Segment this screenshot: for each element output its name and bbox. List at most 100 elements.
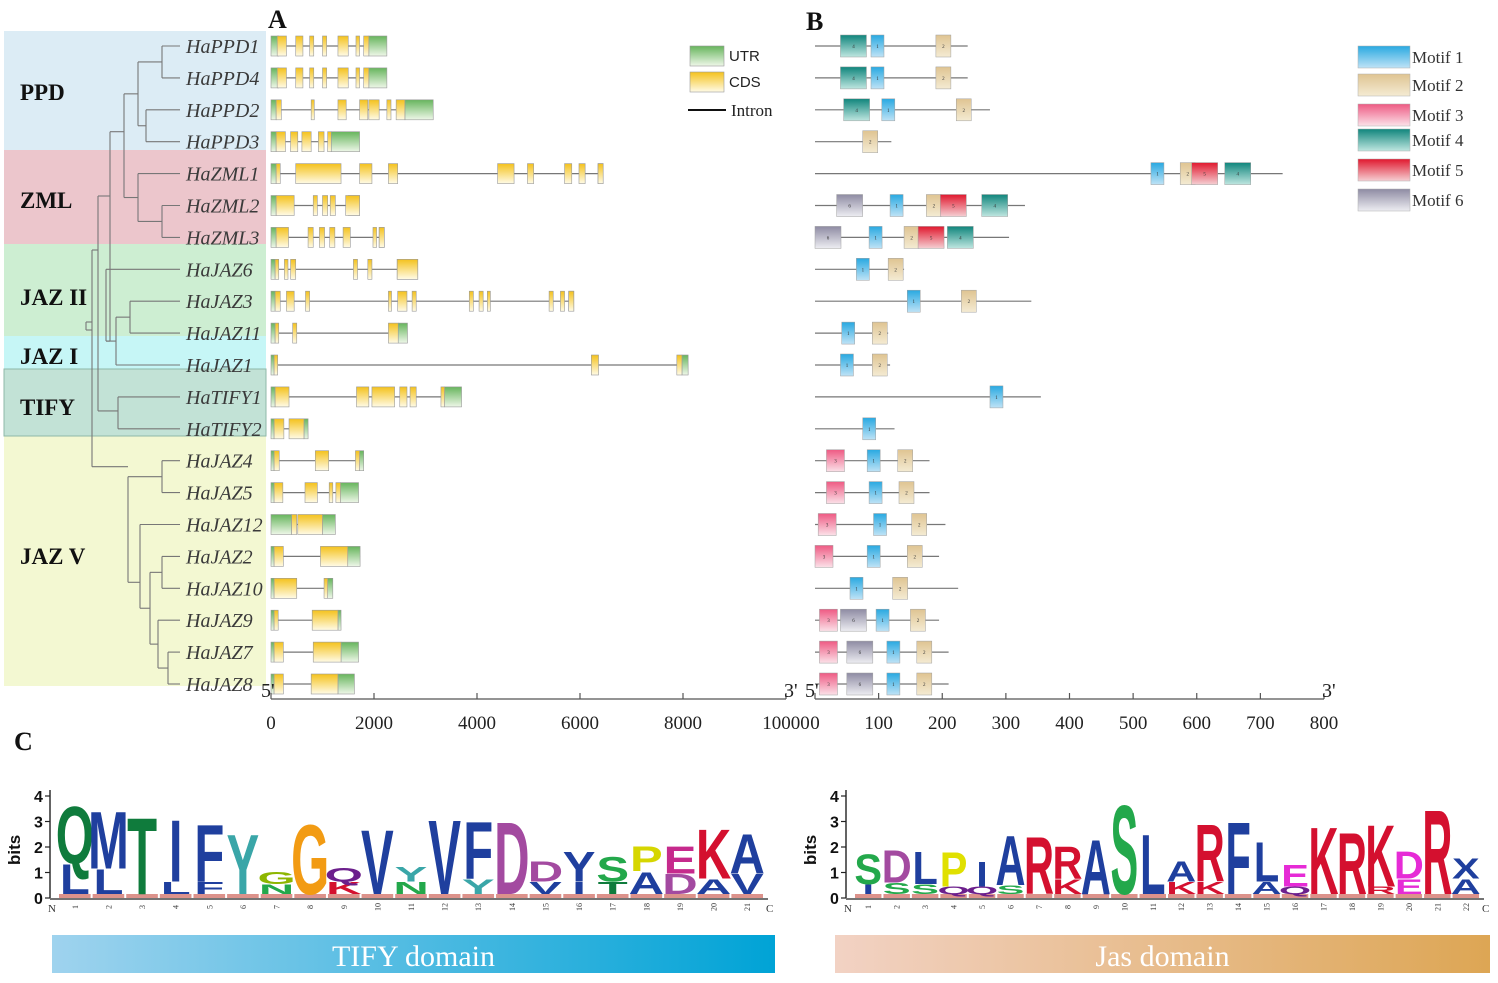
gene-structure	[270, 258, 419, 280]
axis-tick-label: 400	[1055, 713, 1084, 734]
gene-name: HaJAZ9	[185, 610, 253, 632]
motif-number: 2	[923, 683, 926, 688]
utr-box	[270, 354, 275, 376]
logo-position-label: 22	[1462, 903, 1471, 911]
motif-structure: 4 1 2	[815, 34, 968, 58]
motif-2-box	[916, 672, 933, 696]
logo-minor-residues	[126, 894, 158, 898]
logo-minor-residues	[1082, 894, 1110, 898]
motif-structure: 1	[815, 417, 895, 441]
gene-name: HaJAZ2	[185, 546, 253, 568]
logo-position-label: 18	[1348, 903, 1357, 911]
axis-tick-label: 500	[1119, 713, 1148, 734]
logo-n-label: N	[844, 903, 852, 915]
cds-box	[368, 99, 380, 121]
cds-box	[329, 227, 336, 248]
cds-box	[359, 163, 373, 184]
motif-number: 1	[874, 236, 877, 241]
domain-bars: TIFY domain Jas domain	[52, 935, 1490, 973]
gene-name: HaJAZ1	[185, 355, 253, 377]
logo-position-label: 16	[575, 903, 584, 911]
motif-number: 3	[826, 524, 829, 529]
phylogenetic-tree	[85, 45, 180, 685]
cds-box	[309, 67, 315, 89]
motif-4-box	[981, 194, 1008, 217]
logo-position-label: 2	[104, 905, 113, 909]
logo-y-label: bits	[801, 835, 820, 865]
logo-letter: N	[393, 878, 428, 898]
logo-letter: Y	[462, 875, 495, 899]
cds-box	[273, 354, 278, 376]
utr-box	[340, 482, 359, 503]
utr-box	[270, 131, 277, 152]
logo-position-label: 3	[138, 905, 147, 909]
logo-letter: A	[629, 865, 664, 900]
motif-number: 1	[895, 205, 898, 210]
motif-4-box	[840, 34, 867, 58]
axis-tick-label: 600	[1183, 713, 1212, 734]
panel-label-b: B	[806, 7, 823, 36]
motif-legend-swatch	[1357, 158, 1411, 182]
cds-box	[276, 67, 287, 89]
logo-minor-residues	[327, 894, 360, 898]
gene-name: HaZML2	[185, 196, 259, 218]
logo-minor-residues	[1224, 894, 1252, 898]
cds-box	[564, 163, 573, 184]
logo-minor-residues	[59, 894, 91, 898]
cds-box	[353, 258, 358, 280]
motif-2-box	[911, 513, 927, 536]
motif-structure: 3 1 2	[814, 545, 940, 568]
logo-letter: A	[729, 823, 764, 886]
logo-position-label: 19	[676, 903, 685, 911]
motif-number: 1	[855, 587, 858, 592]
utr-box	[270, 450, 275, 472]
motif-number: 6	[852, 619, 855, 624]
motif-2-box	[898, 481, 915, 504]
logo-minor-residues	[855, 894, 882, 898]
group-band	[4, 244, 266, 336]
motif-1-box	[840, 353, 854, 377]
utr-box	[347, 546, 361, 567]
logo-letter: F	[194, 878, 224, 898]
logo-letter: F	[1225, 801, 1250, 916]
cds-box	[273, 546, 284, 567]
motif-1-box	[870, 66, 885, 90]
logo-position-label: 21	[1433, 903, 1442, 911]
cds-box	[295, 35, 304, 57]
logo-letter: A	[696, 875, 731, 899]
motif-number: 4	[993, 205, 996, 210]
motif-number: 3	[834, 492, 837, 497]
utr-box	[330, 131, 360, 152]
logo-minor-residues	[193, 894, 226, 898]
motif-number: 4	[959, 236, 962, 241]
motif-number: 2	[942, 77, 945, 82]
motif-number: 3	[827, 619, 830, 624]
logo-y-tick-label: 0	[830, 891, 839, 908]
motif-structure: 4 1 2	[815, 66, 968, 90]
cds-box	[322, 35, 327, 57]
group-band	[4, 369, 266, 436]
gene-name: HaTIFY1	[185, 387, 262, 409]
gene-structure	[270, 67, 388, 89]
cds-box	[359, 99, 369, 121]
motif-structure: 3 6 1 2	[815, 672, 949, 696]
motif-number: 2	[962, 109, 965, 114]
logo-letter: A	[1252, 878, 1282, 898]
motif-3-box	[826, 481, 845, 504]
logo-letter: Q	[325, 863, 363, 885]
motif-1-box	[907, 289, 921, 313]
cds-box	[273, 450, 280, 472]
motif-structure: 1	[815, 385, 1041, 409]
motif-number: 3	[834, 460, 837, 465]
logo-letter: I	[169, 802, 183, 901]
logo-position-label: 6	[239, 905, 248, 909]
motif-4-box	[1224, 162, 1251, 185]
motif-legend-label: Motif 1	[1412, 48, 1463, 67]
cds-box	[363, 35, 370, 57]
group-label: JAZ V	[20, 544, 86, 569]
logo-position-label: 8	[1063, 905, 1072, 909]
utr-box	[270, 258, 276, 280]
logo-c-label: C	[766, 903, 773, 915]
logo-minor-residues	[697, 894, 730, 898]
